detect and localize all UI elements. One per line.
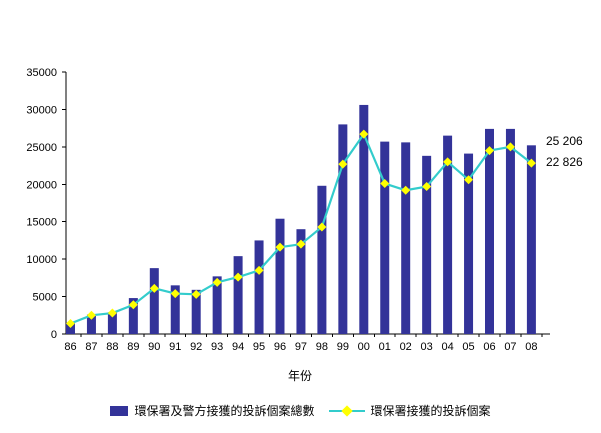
bar-88 xyxy=(107,312,117,334)
marker-00 xyxy=(359,129,369,139)
x-tick-label-92: 92 xyxy=(190,341,202,353)
x-tick-label-08: 08 xyxy=(525,341,537,353)
bar-series-swatch-icon xyxy=(110,405,129,416)
bar-00 xyxy=(359,104,369,334)
bar-03 xyxy=(422,155,432,334)
bar-07 xyxy=(505,128,515,334)
bar-04 xyxy=(443,135,453,334)
y-tick-label: 10000 xyxy=(26,254,57,266)
legend: 環保署及警方接獲的投訴個案總數 環保署接獲的投訴個案 xyxy=(0,402,601,419)
marker-88 xyxy=(107,308,117,318)
marker-86 xyxy=(66,319,75,329)
y-axis-labels: 0 5000 10000 15000 20000 25000 30000 35000 xyxy=(26,67,57,341)
line-series-swatch-icon xyxy=(328,404,365,417)
marker-87 xyxy=(86,310,96,320)
x-tick-label-89: 89 xyxy=(127,341,139,353)
x-tick-label-91: 91 xyxy=(169,341,181,353)
marker-98 xyxy=(317,222,327,232)
marker-97 xyxy=(296,239,306,249)
x-tick-label-97: 97 xyxy=(295,341,307,353)
x-tick-label-04: 04 xyxy=(441,341,453,353)
marker-03 xyxy=(422,182,432,192)
annotation-epd-2008: 22 826 xyxy=(546,155,583,169)
x-tick-label-94: 94 xyxy=(232,341,244,353)
y-tick-label: 25000 xyxy=(26,142,57,154)
bar-92 xyxy=(191,289,201,334)
x-axis-title: 年份 xyxy=(288,369,312,383)
marker-06 xyxy=(485,146,494,156)
line-series xyxy=(66,129,536,329)
x-tick-label-01: 01 xyxy=(379,341,391,353)
bar-06 xyxy=(485,128,494,334)
marker-01 xyxy=(380,179,390,189)
bar-series xyxy=(66,104,536,335)
marker-08 xyxy=(526,158,536,168)
x-tick-label-05: 05 xyxy=(462,341,474,353)
legend-label-epd: 環保署接獲的投訴個案 xyxy=(370,404,491,418)
x-axis-labels: 86 87 88 89 90 91 92 93 94 95 96 97 98 99 00 01 02 03 04 05… xyxy=(64,341,537,353)
marker-94 xyxy=(233,272,243,282)
bar-02 xyxy=(401,142,411,334)
x-tick-label-03: 03 xyxy=(421,341,433,353)
x-tick-label-93: 93 xyxy=(211,341,223,353)
x-tick-label-88: 88 xyxy=(106,341,118,353)
x-tick-label-06: 06 xyxy=(483,341,495,353)
y-tick-label: 15000 xyxy=(26,217,57,229)
marker-02 xyxy=(401,185,411,195)
x-tick-label-00: 00 xyxy=(358,341,370,353)
x-tick-label-02: 02 xyxy=(400,341,412,353)
marker-04 xyxy=(443,157,453,167)
bar-01 xyxy=(380,141,390,334)
bar-89 xyxy=(128,298,138,334)
x-tick-label-90: 90 xyxy=(148,341,160,353)
x-tick-label-96: 96 xyxy=(274,341,286,353)
x-tick-label-95: 95 xyxy=(253,341,265,353)
marker-92 xyxy=(191,289,201,299)
bar-99 xyxy=(338,124,348,335)
x-tick-label-86: 86 xyxy=(64,341,76,353)
marker-95 xyxy=(254,265,264,275)
x-tick-label-98: 98 xyxy=(316,341,328,353)
x-tick-label-99: 99 xyxy=(337,341,349,353)
marker-89 xyxy=(128,300,138,310)
bar-95 xyxy=(254,240,264,334)
marker-93 xyxy=(212,277,222,287)
legend-item-total: 環保署及警方接獲的投訴個案總數 xyxy=(110,402,315,419)
bar-91 xyxy=(170,285,180,334)
marker-96 xyxy=(275,242,285,252)
marker-91 xyxy=(170,289,180,299)
marker-05 xyxy=(464,175,474,185)
bar-98 xyxy=(317,185,327,334)
bar-86 xyxy=(66,322,75,334)
bar-90 xyxy=(149,268,159,334)
bar-87 xyxy=(86,314,96,334)
bar-93 xyxy=(212,276,222,334)
y-tick-label: 30000 xyxy=(26,104,57,116)
bar-94 xyxy=(233,256,243,334)
legend-label-total: 環保署及警方接獲的投訴個案總數 xyxy=(134,404,315,418)
bar-97 xyxy=(296,229,306,334)
complaints-chart: 年份 25 206 22 826 05000100001500020000250… xyxy=(26,67,583,383)
axes xyxy=(62,71,550,337)
legend-item-epd: 環保署接獲的投訴個案 xyxy=(328,402,491,419)
marker-90 xyxy=(149,283,159,293)
diamond-marker-icon xyxy=(340,404,353,417)
annotation-total-2008: 25 206 xyxy=(546,134,583,148)
marker-07 xyxy=(505,142,515,152)
marker-99 xyxy=(338,159,348,169)
bar-08 xyxy=(526,145,536,334)
bar-96 xyxy=(275,218,285,334)
y-tick-label: 0 xyxy=(51,329,57,341)
y-tick-label: 20000 xyxy=(26,179,57,191)
y-tick-label: 35000 xyxy=(26,67,57,79)
y-tick-label: 5000 xyxy=(33,292,57,304)
bar-05 xyxy=(464,153,474,334)
x-tick-label-07: 07 xyxy=(504,341,516,353)
x-tick-label-87: 87 xyxy=(85,341,97,353)
